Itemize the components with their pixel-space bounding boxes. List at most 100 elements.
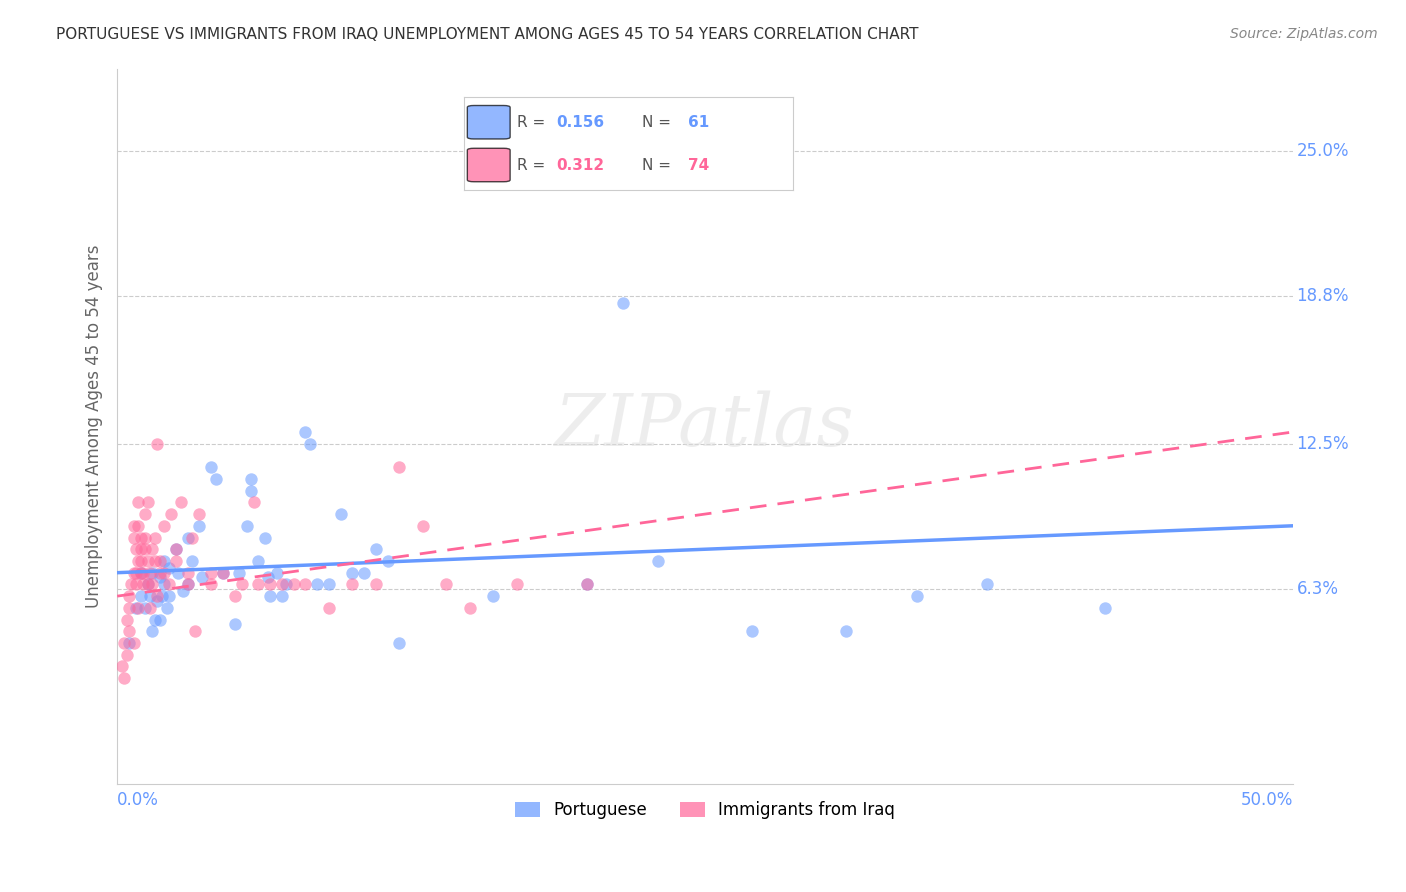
Point: [388, 460, 411, 475]
Point: [148, 554, 170, 568]
Point: [181, 531, 204, 545]
Point: [127, 495, 149, 509]
Point: [112, 671, 135, 685]
Point: [247, 577, 270, 591]
Point: [458, 600, 481, 615]
Point: [612, 296, 634, 310]
Text: 0.0%: 0.0%: [117, 791, 159, 809]
Point: [146, 589, 169, 603]
Point: [129, 542, 152, 557]
Point: [153, 566, 176, 580]
Point: [134, 542, 156, 557]
Point: [115, 648, 138, 662]
Point: [129, 566, 152, 580]
Point: [153, 518, 176, 533]
Point: [134, 507, 156, 521]
Point: [165, 542, 187, 557]
Point: [167, 566, 190, 580]
Point: [318, 600, 340, 615]
Point: [165, 542, 187, 557]
Point: [111, 659, 134, 673]
Point: [129, 531, 152, 545]
Point: [228, 566, 250, 580]
Point: [129, 554, 152, 568]
Point: [235, 518, 257, 533]
Point: [256, 570, 278, 584]
Point: [122, 566, 145, 580]
Point: [132, 577, 155, 591]
Point: [191, 570, 214, 584]
Point: [294, 577, 316, 591]
Point: [150, 589, 173, 603]
Point: [294, 425, 316, 439]
Point: [136, 577, 159, 591]
Text: 12.5%: 12.5%: [1296, 434, 1350, 453]
Point: [136, 577, 159, 591]
Point: [141, 542, 163, 557]
Point: [741, 624, 763, 639]
Point: [212, 566, 235, 580]
Point: [115, 613, 138, 627]
Point: [377, 554, 399, 568]
Point: [143, 554, 166, 568]
Point: [148, 566, 170, 580]
Point: [153, 554, 176, 568]
Point: [125, 600, 148, 615]
Point: [170, 495, 193, 509]
Point: [240, 472, 263, 486]
Point: [146, 594, 169, 608]
Point: [266, 566, 288, 580]
Text: 50.0%: 50.0%: [1240, 791, 1294, 809]
Legend: Portuguese, Immigrants from Iraq: Portuguese, Immigrants from Iraq: [508, 794, 903, 825]
Point: [141, 624, 163, 639]
Point: [200, 460, 222, 475]
Point: [259, 589, 281, 603]
Point: [212, 566, 235, 580]
Point: [122, 636, 145, 650]
Point: [125, 577, 148, 591]
Point: [254, 531, 277, 545]
Point: [118, 636, 141, 650]
Point: [139, 589, 162, 603]
Point: [153, 577, 176, 591]
Point: [122, 531, 145, 545]
Point: [120, 577, 142, 591]
Point: [224, 617, 246, 632]
Point: [181, 554, 204, 568]
Point: [118, 589, 141, 603]
Point: [177, 566, 200, 580]
Text: PORTUGUESE VS IMMIGRANTS FROM IRAQ UNEMPLOYMENT AMONG AGES 45 TO 54 YEARS CORREL: PORTUGUESE VS IMMIGRANTS FROM IRAQ UNEMP…: [56, 27, 918, 42]
Point: [318, 577, 340, 591]
Point: [127, 554, 149, 568]
Point: [342, 566, 364, 580]
Point: [148, 613, 170, 627]
Point: [143, 613, 166, 627]
Text: ZIPatlas: ZIPatlas: [555, 391, 855, 461]
Point: [434, 577, 457, 591]
Point: [200, 577, 222, 591]
Point: [172, 584, 194, 599]
Point: [157, 561, 180, 575]
Point: [112, 636, 135, 650]
Point: [224, 589, 246, 603]
Point: [136, 495, 159, 509]
Point: [148, 570, 170, 584]
Point: [177, 577, 200, 591]
Point: [160, 507, 183, 521]
Point: [165, 554, 187, 568]
Point: [146, 436, 169, 450]
Point: [132, 566, 155, 580]
Point: [141, 577, 163, 591]
Point: [353, 566, 375, 580]
Point: [139, 566, 162, 580]
Point: [364, 577, 387, 591]
Text: Source: ZipAtlas.com: Source: ZipAtlas.com: [1230, 27, 1378, 41]
Point: [240, 483, 263, 498]
Point: [125, 542, 148, 557]
Point: [259, 577, 281, 591]
Point: [835, 624, 858, 639]
Point: [141, 566, 163, 580]
Point: [200, 566, 222, 580]
Point: [270, 589, 292, 603]
Point: [647, 554, 669, 568]
